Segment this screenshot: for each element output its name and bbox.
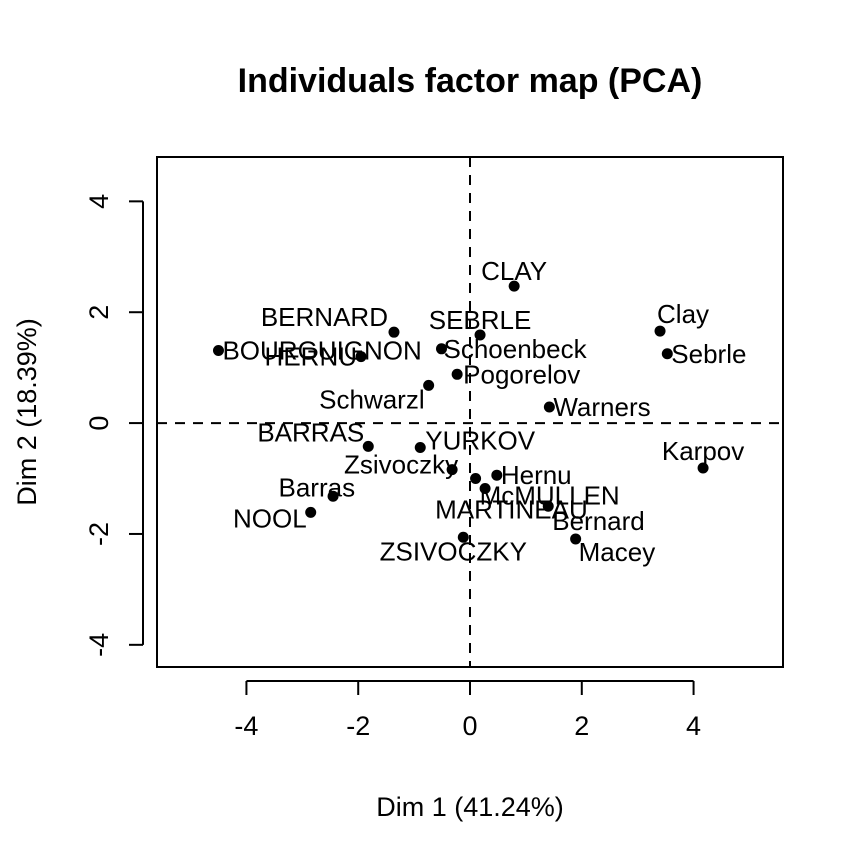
point-label: Warners bbox=[553, 392, 650, 422]
data-point bbox=[543, 401, 555, 413]
data-point bbox=[212, 344, 224, 356]
point-label: Schoenbeck bbox=[443, 334, 587, 364]
y-tick-label: -2 bbox=[84, 522, 114, 546]
point-label: Hernu bbox=[501, 460, 572, 490]
point-label: NOOL bbox=[233, 503, 307, 533]
x-tick-label: -2 bbox=[346, 711, 370, 741]
point-label: BOURGUIGNON bbox=[222, 335, 421, 365]
data-point bbox=[470, 473, 482, 485]
point-label: Zsivoczky bbox=[344, 450, 458, 480]
data-point bbox=[542, 500, 554, 512]
x-tick-label: 2 bbox=[574, 711, 589, 741]
data-point bbox=[451, 368, 463, 380]
data-points: CLAY Clay BERNARD SEBRLE BOURGUIGNON Schoenbe… bbox=[212, 256, 746, 567]
data-point bbox=[570, 533, 582, 545]
data-point bbox=[508, 280, 520, 292]
point-label: BERNARD bbox=[261, 302, 388, 332]
data-point bbox=[355, 351, 367, 363]
point-label: YURKOV bbox=[425, 425, 535, 455]
data-point bbox=[661, 348, 673, 360]
data-point bbox=[423, 379, 435, 391]
point-label: Barras bbox=[278, 472, 355, 502]
data-point bbox=[435, 343, 447, 355]
y-tick-label: 0 bbox=[84, 416, 114, 431]
point-label: ZSIVOCZKY bbox=[380, 536, 527, 566]
chart-title: Individuals factor map (PCA) bbox=[238, 62, 703, 100]
point-label: Pogorelov bbox=[463, 359, 580, 389]
data-point bbox=[414, 441, 426, 453]
point-label: Bernard bbox=[552, 506, 645, 536]
x-tick-label: -4 bbox=[234, 711, 258, 741]
data-point bbox=[362, 440, 374, 452]
data-point bbox=[457, 531, 469, 543]
point-label: Sebrle bbox=[671, 339, 746, 369]
point-label: Clay bbox=[657, 299, 709, 329]
point-label: Macey bbox=[579, 537, 656, 567]
data-point bbox=[388, 326, 400, 338]
y-tick-label: -4 bbox=[84, 633, 114, 657]
point-label: Karpov bbox=[662, 436, 744, 466]
point-label: MARTINEAU bbox=[435, 495, 588, 525]
y-axis: -4 -2 0 2 4 bbox=[84, 194, 144, 657]
data-point bbox=[446, 464, 458, 476]
y-axis-title: Dim 2 (18.39%) bbox=[12, 318, 42, 506]
x-tick-label: 4 bbox=[686, 711, 701, 741]
point-label: HERNU bbox=[265, 342, 357, 372]
data-point bbox=[654, 325, 666, 337]
data-point bbox=[327, 490, 339, 502]
point-label: CLAY bbox=[481, 256, 547, 286]
data-point bbox=[474, 329, 486, 341]
data-point bbox=[305, 506, 317, 518]
data-point bbox=[479, 483, 491, 494]
y-tick-label: 2 bbox=[84, 305, 114, 320]
data-point bbox=[697, 462, 709, 474]
point-label: SEBRLE bbox=[429, 305, 532, 335]
point-label: Schwarzl bbox=[319, 384, 424, 414]
x-axis: -4 -2 0 2 4 bbox=[234, 680, 701, 741]
x-tick-label: 0 bbox=[462, 711, 477, 741]
point-label: BARRAS bbox=[257, 417, 364, 447]
y-tick-label: 4 bbox=[84, 194, 114, 209]
data-point bbox=[491, 469, 503, 481]
x-axis-title: Dim 1 (41.24%) bbox=[376, 792, 564, 822]
